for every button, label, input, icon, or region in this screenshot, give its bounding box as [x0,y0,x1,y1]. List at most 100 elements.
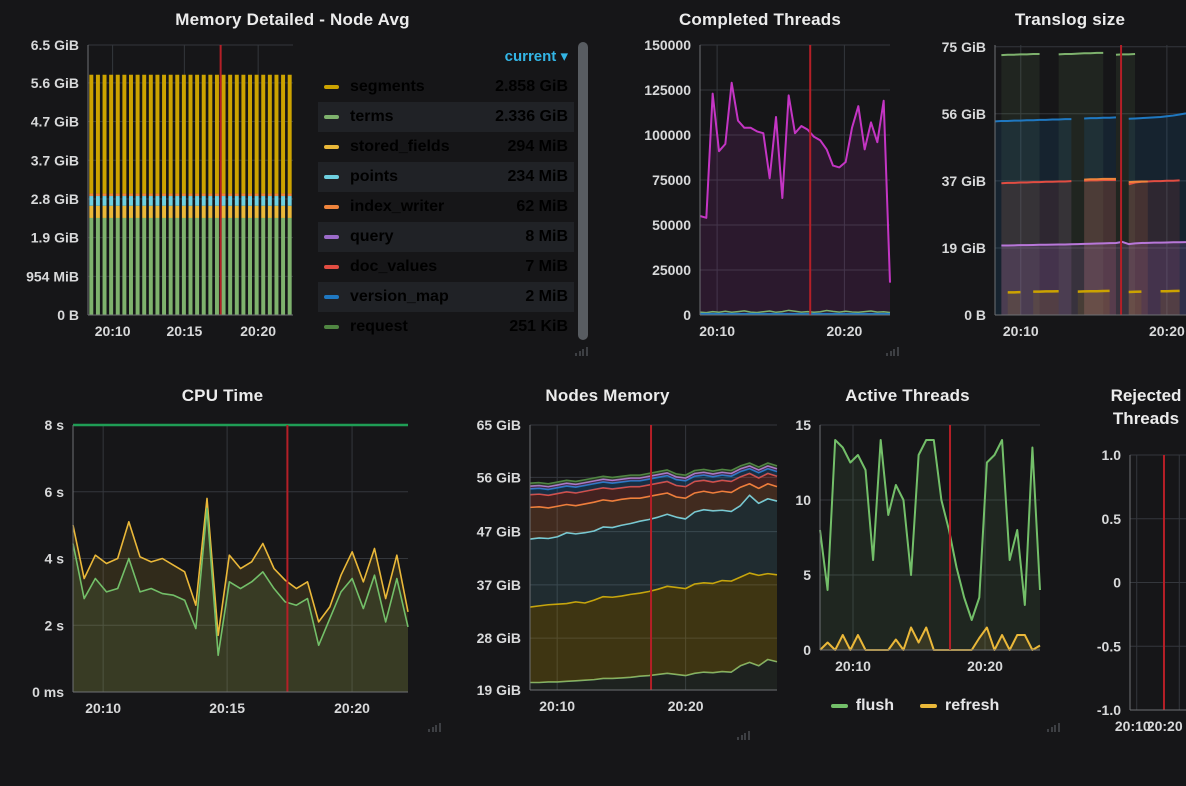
legend-row-points[interactable]: points 234 MiB [318,162,574,192]
cpu-time-chart[interactable]: 0 ms 2 s 4 s 6 s 8 s 20:10 20:15 20:20 [0,415,445,722]
legend-series-name: stored_fields [350,138,450,155]
legend-series-value: 8 MiB [525,228,568,245]
svg-text:20:10: 20:10 [539,698,575,714]
series-color-swatch [830,704,848,708]
nodes-memory-chart[interactable]: 19 GiB 28 GiB 37 GiB 47 GiB 56 GiB 65 GiB 20:1… [455,415,780,715]
translog-size-chart[interactable]: 0 B 19 GiB 37 GiB 56 GiB 75 GiB 20:10 20:20 [925,35,1186,355]
series-color-swatch [324,235,339,239]
legend-series-name: terms [350,108,394,125]
svg-text:75 GiB: 75 GiB [942,39,986,55]
svg-text:0: 0 [803,642,811,658]
panel-title-completed-threads[interactable]: Completed Threads [678,10,842,29]
svg-text:2 s: 2 s [45,617,65,633]
svg-text:20:15: 20:15 [166,323,202,339]
svg-text:20:10: 20:10 [1003,323,1039,339]
panel-resize-handle[interactable] [428,722,441,732]
series-color-swatch [324,325,339,329]
legend-row-doc-values[interactable]: doc_values 7 MiB [318,252,574,282]
legend-row-query[interactable]: query 8 MiB [318,222,574,252]
legend-row-version-map[interactable]: version_map 2 MiB [318,282,574,312]
legend-series-name: index_writer [350,198,445,215]
svg-text:65 GiB: 65 GiB [477,417,521,433]
svg-text:50000: 50000 [652,217,691,233]
legend-scrollbar[interactable] [578,42,588,340]
panel-title-nodes-memory[interactable]: Nodes Memory [545,386,670,405]
svg-text:8 s: 8 s [45,417,65,433]
legend-row-index-writer[interactable]: index_writer 62 MiB [318,192,574,222]
svg-text:19 GiB: 19 GiB [942,240,986,256]
legend-sort-header-current[interactable]: current ▾ [318,47,574,65]
svg-text:4 s: 4 s [45,551,65,567]
legend-series-name: version_map [350,288,449,305]
svg-text:20:20: 20:20 [1147,718,1183,734]
sort-caret-icon: ▾ [560,48,568,65]
svg-text:20:10: 20:10 [1115,718,1151,734]
active-threads-legend: flush refresh [800,697,1030,715]
legend-row-stored-fields[interactable]: stored_fields 294 MiB [318,132,574,162]
series-color-swatch [324,115,339,119]
panel-resize-handle[interactable] [886,346,899,356]
svg-text:0 B: 0 B [57,307,79,323]
svg-text:37 GiB: 37 GiB [477,577,521,593]
svg-text:75000: 75000 [652,172,691,188]
legend-series-value: 294 MiB [507,138,568,155]
svg-text:20:20: 20:20 [334,700,370,716]
svg-text:47 GiB: 47 GiB [477,524,521,540]
panel-title-memory-detailed[interactable]: Memory Detailed - Node Avg [175,10,410,29]
legend-item-refresh[interactable]: refresh [919,697,1000,715]
legend-series-name: segments [350,78,425,95]
panel-title-active-threads[interactable]: Active Threads [845,386,970,405]
completed-threads-chart[interactable]: 0 25000 50000 75000 100000 125000 150000 20:10 2… [610,35,900,355]
svg-text:20:10: 20:10 [699,323,735,339]
svg-text:4.7 GiB: 4.7 GiB [31,114,79,130]
rejected-title-line2: Threads [1112,409,1180,428]
legend-series-value: 7 MiB [525,258,568,275]
svg-text:-0.5: -0.5 [1097,638,1121,654]
svg-text:2.8 GiB: 2.8 GiB [31,191,79,207]
legend-series-name: points [350,168,398,185]
panel-title-cpu-time[interactable]: CPU Time [181,386,264,405]
legend-series-value: 234 MiB [507,168,568,185]
legend-row-segments[interactable]: segments 2.858 GiB [318,72,574,102]
memory-detailed-chart[interactable]: 0 B 954 MiB 1.9 GiB 2.8 GiB 3.7 GiB 4.7 GiB 5.… [0,35,300,355]
svg-text:5.6 GiB: 5.6 GiB [31,75,79,91]
series-color-swatch [324,265,339,269]
svg-text:0.5: 0.5 [1102,511,1122,527]
svg-text:20:10: 20:10 [85,700,121,716]
legend-item-flush[interactable]: flush [830,697,894,715]
svg-text:6 s: 6 s [45,484,65,500]
svg-text:1.9 GiB: 1.9 GiB [31,230,79,246]
svg-text:15: 15 [795,417,811,433]
svg-text:20:20: 20:20 [668,698,704,714]
legend-header-label: current [504,48,557,65]
legend-row-terms[interactable]: terms 2.336 GiB [318,102,574,132]
panel-resize-handle[interactable] [737,730,750,740]
rejected-threads-chart[interactable]: -1.0 -0.5 0 0.5 1.0 20:10 20:20 [1075,445,1186,745]
svg-text:954 MiB: 954 MiB [26,268,79,284]
legend-series-value: 251 KiB [509,318,568,335]
svg-text:37 GiB: 37 GiB [942,173,986,189]
active-threads-chart[interactable]: 0 5 10 15 20:10 20:20 [775,415,1075,675]
svg-text:25000: 25000 [652,262,691,278]
legend-row-request[interactable]: request 251 KiB [318,312,574,342]
svg-text:-1.0: -1.0 [1097,702,1121,718]
svg-text:20:20: 20:20 [967,658,1003,674]
panel-title-translog-size[interactable]: Translog size [1014,10,1126,29]
legend-series-name: doc_values [350,258,438,275]
legend-series-value: 2 MiB [525,288,568,305]
legend-series-name: flush [855,697,894,714]
legend-series-value: 62 MiB [516,198,568,215]
panel-resize-handle[interactable] [575,346,588,356]
panel-resize-handle[interactable] [1047,722,1060,732]
svg-text:0 ms: 0 ms [32,684,64,700]
svg-text:3.7 GiB: 3.7 GiB [31,152,79,168]
svg-text:56 GiB: 56 GiB [942,106,986,122]
series-color-swatch [324,145,339,149]
rejected-title-line1: Rejected [1110,386,1182,405]
svg-text:20:15: 20:15 [209,700,245,716]
svg-text:125000: 125000 [644,82,691,98]
series-color-swatch [324,295,339,299]
panel-title-rejected-threads[interactable]: Rejected Threads [1098,384,1186,430]
legend-series-name: refresh [944,697,1000,714]
